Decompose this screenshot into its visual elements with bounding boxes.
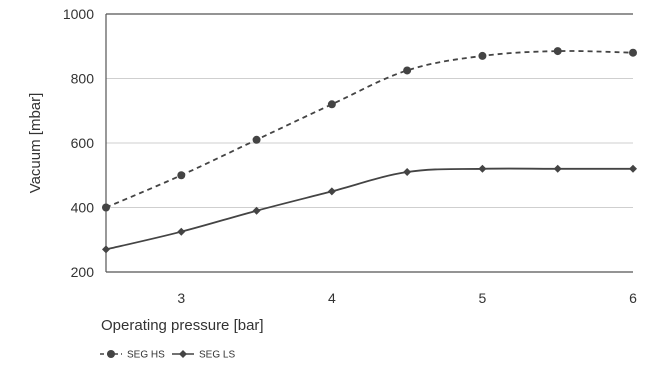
y-tick-label: 400	[71, 200, 95, 216]
data-point-0-1	[177, 171, 186, 180]
legend-label-seg-ls: SEG LS	[199, 350, 235, 361]
series-line-0	[105, 50, 634, 209]
x-axis-title: Operating pressure [bar]	[101, 317, 264, 334]
legend-label-seg-hs: SEG HS	[127, 350, 165, 361]
x-tick-label: 5	[479, 290, 487, 306]
gridlines	[106, 78, 633, 208]
data-point-1-2	[252, 206, 261, 215]
data-point-0-6	[553, 47, 562, 56]
data-point-1-4	[403, 168, 412, 177]
tick-labels: 200 400 600 800 1000 3 4 5 6	[63, 6, 637, 306]
legend: SEG HS SEG LS	[100, 350, 235, 361]
y-tick-label: 1000	[63, 6, 94, 22]
y-axis-title: Vacuum [mbar]	[27, 93, 44, 194]
data-point-1-0	[102, 245, 110, 254]
y-tick-label: 200	[71, 264, 95, 280]
series-layer	[102, 47, 637, 254]
data-point-0-7	[629, 48, 637, 57]
legend-item-seg-ls: SEG LS	[172, 350, 235, 361]
series-0	[102, 47, 637, 212]
x-tick-label: 6	[629, 290, 637, 306]
data-point-0-2	[252, 135, 261, 144]
x-tick-label: 4	[328, 290, 336, 306]
x-tick-label: 3	[177, 290, 185, 306]
data-point-1-1	[177, 227, 186, 236]
legend-item-seg-hs: SEG HS	[100, 350, 165, 361]
axes	[105, 13, 633, 273]
y-tick-label: 600	[71, 135, 95, 151]
series-1	[102, 164, 637, 254]
data-point-0-3	[327, 100, 336, 109]
data-point-1-5	[478, 164, 487, 173]
data-point-0-0	[102, 203, 110, 212]
data-point-1-6	[553, 164, 562, 173]
data-point-1-7	[629, 164, 637, 173]
y-tick-label: 800	[71, 71, 95, 87]
series-line-1	[105, 167, 633, 251]
data-point-0-4	[403, 66, 412, 75]
data-point-0-5	[478, 51, 487, 60]
legend-swatch-marker-0	[107, 350, 115, 358]
data-point-1-3	[327, 187, 336, 196]
legend-swatch-marker-1	[179, 350, 187, 358]
